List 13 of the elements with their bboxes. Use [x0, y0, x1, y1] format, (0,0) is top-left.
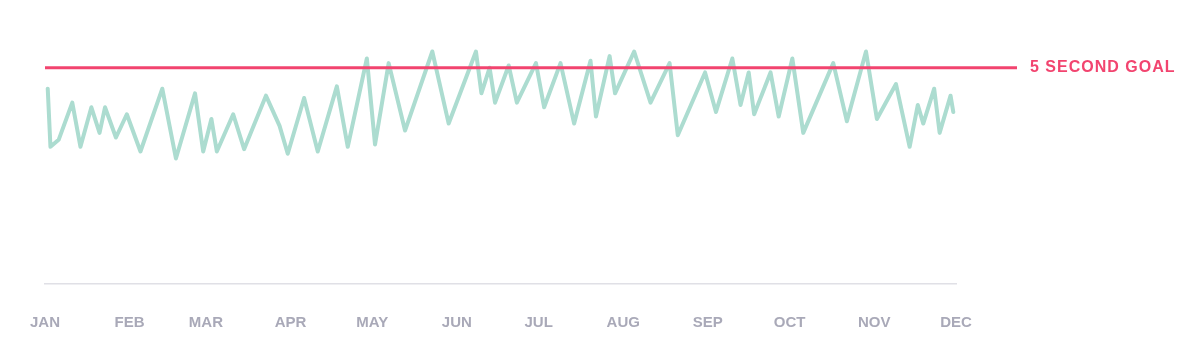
x-tick-label: NOV: [857, 313, 891, 331]
x-tick-label: FEB: [114, 313, 145, 331]
x-tick-label: APR: [274, 313, 307, 331]
x-tick-label: AUG: [606, 313, 640, 331]
x-tick-label: OCT: [773, 313, 806, 331]
x-tick-label: MAY: [356, 313, 389, 331]
x-tick-label: JUN: [441, 313, 472, 331]
x-tick-label: SEP: [692, 313, 723, 331]
x-tick-label: MAR: [188, 313, 224, 331]
x-tick-label: DEC: [940, 313, 972, 331]
x-tick-label: JAN: [30, 313, 61, 331]
ref-line-label: 5 SECOND GOAL: [1030, 58, 1176, 76]
x-tick-label: JUL: [524, 313, 553, 331]
